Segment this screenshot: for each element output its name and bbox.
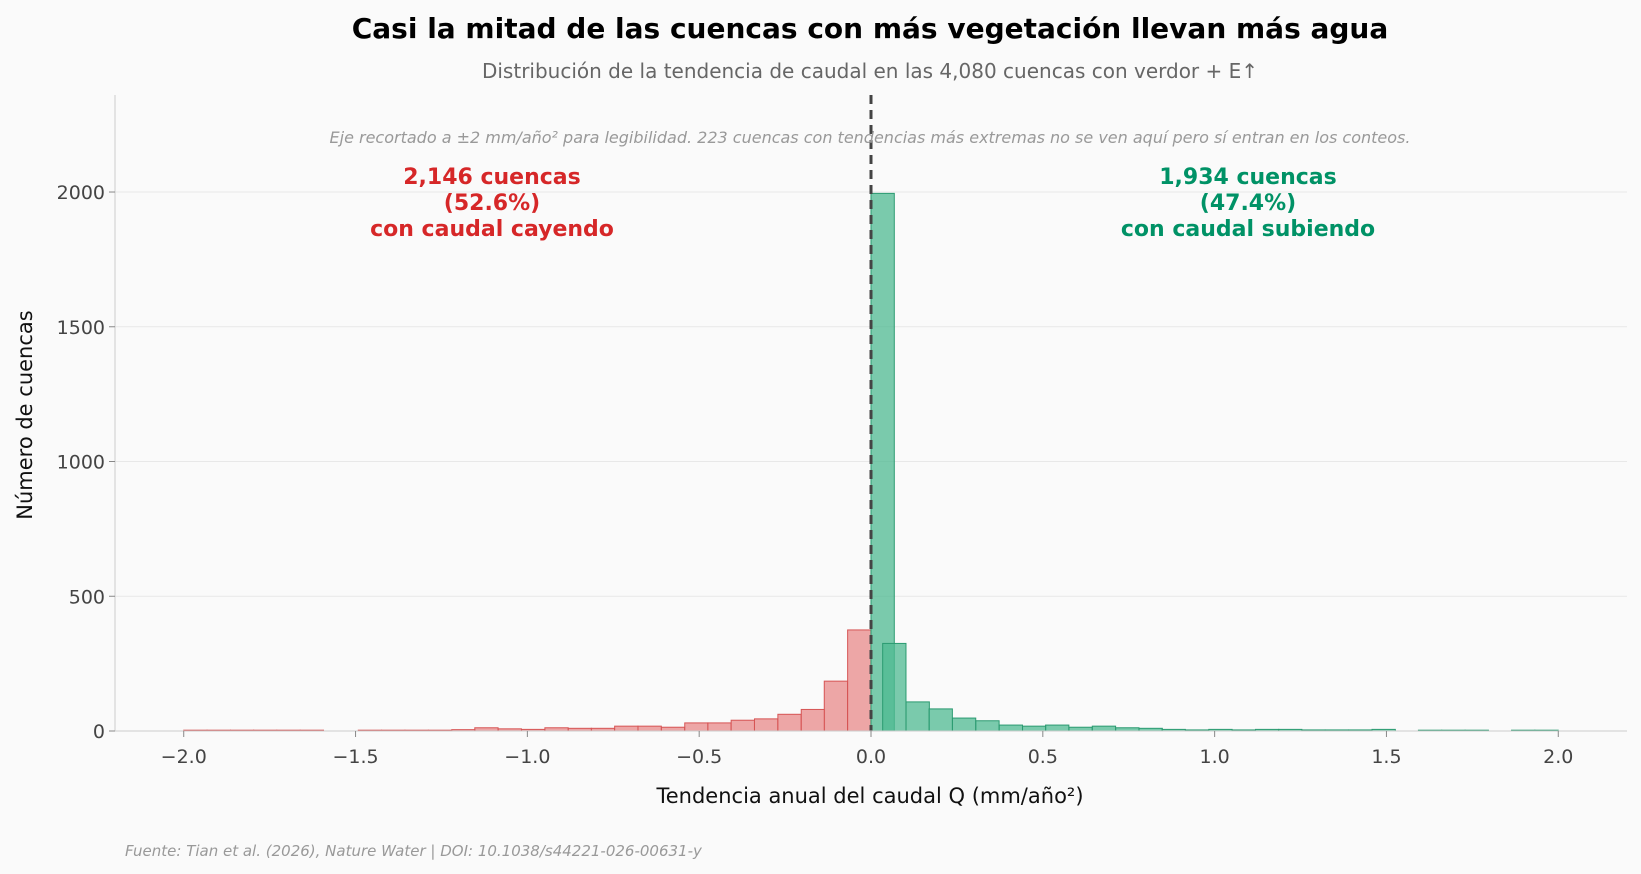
positive-bar [951, 717, 977, 732]
negative-percent-label: (52.6%) [444, 191, 540, 216]
negative-bar [847, 629, 872, 732]
positive-bar [1068, 726, 1093, 732]
y-tick-labels: 0 500 1000 1500 2000 [57, 182, 115, 743]
source-note: Fuente: Tian et al. (2026), Nature Water… [125, 842, 703, 860]
positive-bar [1022, 725, 1047, 732]
x-tick-label: 1.0 [1200, 746, 1230, 768]
y-tick-label: 1500 [57, 317, 105, 339]
x-tick-labels: −2.0 −1.5 −1.0 −0.5 0.0 0.5 1.0 1.5 2.0 [161, 731, 1573, 768]
positive-bar [1045, 724, 1070, 732]
negative-bar [800, 708, 826, 732]
positive-percent-label: (47.4%) [1200, 191, 1296, 216]
y-tick-label: 2000 [57, 182, 105, 204]
y-tick-label: 0 [93, 721, 105, 743]
positive-description-label: con caudal subiendo [1121, 217, 1375, 242]
y-axis-title: Número de cuencas [13, 310, 37, 519]
x-tick-label: −0.5 [676, 746, 722, 768]
x-tick-label: 1.5 [1371, 746, 1401, 768]
y-tick-label: 1000 [57, 452, 105, 474]
negative-count-label: 2,146 cuencas [403, 165, 581, 190]
negative-bar [637, 725, 662, 732]
chart-title: Casi la mitad de las cuencas con más veg… [352, 12, 1389, 45]
x-tick-label: −1.5 [332, 746, 378, 768]
positive-bar [882, 642, 907, 732]
positive-bar [975, 720, 1000, 732]
negative-bar [614, 725, 639, 732]
negative-bar [754, 718, 779, 732]
clipping-note: Eje recortado a ±2 mm/año² para legibili… [330, 128, 1411, 147]
x-tick-label: −2.0 [161, 746, 207, 768]
negative-bar [684, 722, 709, 732]
chart-subtitle: Distribución de la tendencia de caudal e… [482, 59, 1258, 83]
x-tick-label: 0.5 [1028, 746, 1058, 768]
positive-bar [928, 708, 953, 732]
negative-bar [730, 719, 755, 732]
negative-bar [823, 680, 849, 732]
negative-bar [660, 726, 686, 732]
positive-annotation: 1,934 cuencas (47.4%) con caudal subiend… [1121, 165, 1375, 242]
positive-count-label: 1,934 cuencas [1159, 165, 1337, 190]
positive-bar [1091, 725, 1117, 732]
negative-bar [777, 713, 802, 732]
x-tick-label: −1.0 [504, 746, 550, 768]
x-axis-title: Tendencia anual del caudal Q (mm/año²) [655, 784, 1083, 808]
x-tick-label: 2.0 [1543, 746, 1573, 768]
y-tick-label: 500 [69, 586, 105, 608]
positive-bar [998, 724, 1023, 732]
negative-bar [707, 722, 732, 732]
positive-bar [905, 701, 930, 732]
negative-description-label: con caudal cayendo [370, 217, 614, 242]
negative-annotation: 2,146 cuencas (52.6%) con caudal cayendo [370, 165, 614, 242]
x-tick-label: 0.0 [856, 746, 886, 768]
